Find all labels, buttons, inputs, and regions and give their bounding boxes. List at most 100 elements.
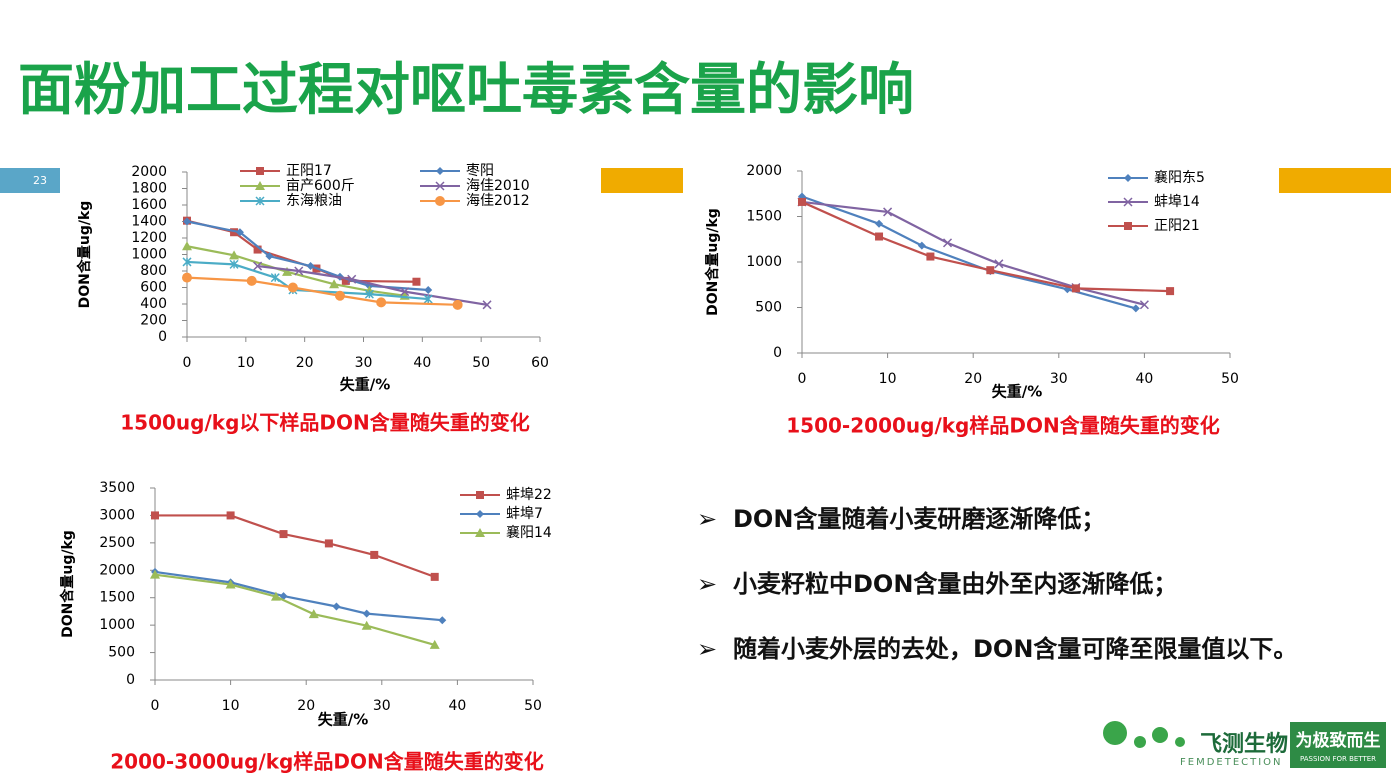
y-axis-label: DON含量ug/kg [76, 201, 93, 309]
data-point [329, 279, 340, 289]
legend-label: 枣阳 [466, 163, 494, 179]
x-tick-label: 50 [1221, 371, 1239, 387]
x-tick-label: 20 [296, 355, 314, 371]
y-tick-label: 1000 [746, 254, 782, 270]
accent-bar [601, 168, 683, 193]
legend-marker [255, 181, 265, 190]
x-tick-label: 30 [1050, 371, 1068, 387]
y-tick-label: 800 [140, 263, 167, 279]
data-point [182, 257, 192, 267]
x-tick-label: 40 [448, 698, 466, 714]
data-point [361, 620, 372, 630]
data-point [183, 217, 191, 226]
slogan-box [1290, 722, 1386, 768]
y-tick-label: 2000 [131, 164, 167, 180]
data-point [452, 299, 463, 310]
data-point [324, 539, 333, 548]
logo-dot [1103, 721, 1127, 745]
data-point [246, 275, 257, 286]
x-tick-label: 50 [472, 355, 490, 371]
data-point [1131, 304, 1140, 313]
data-point [429, 639, 440, 649]
legend-marker [1123, 197, 1133, 207]
legend-marker [475, 528, 485, 537]
y-tick-label: 2500 [99, 535, 135, 551]
logo-brand: FEMDETECTION [1180, 757, 1283, 768]
x-tick-label: 10 [222, 698, 240, 714]
legend-label: 正阳21 [1154, 218, 1200, 234]
legend-label: 蚌埠22 [506, 486, 552, 503]
legend-label: 海佳2012 [466, 193, 530, 209]
bullet: 随着小麦外层的去处，DON含量可降至限量值以下。 [733, 635, 1297, 663]
legend-marker [476, 510, 484, 518]
data-point [230, 228, 239, 237]
data-point [1139, 300, 1149, 310]
data-point [875, 219, 884, 228]
y-tick-label: 2000 [746, 163, 782, 179]
data-point [306, 262, 315, 271]
y-tick-label: 1500 [99, 590, 135, 606]
y-tick-label: 3000 [99, 507, 135, 523]
data-point [482, 300, 492, 310]
y-tick-label: 600 [140, 280, 167, 296]
y-tick-label: 2000 [99, 562, 135, 578]
data-point [926, 252, 935, 261]
x-axis-label: 失重/% [340, 376, 391, 394]
y-tick-label: 0 [158, 329, 167, 345]
slide-title: 面粉加工过程对呕吐毒素含量的影响 [18, 58, 914, 123]
legend-label: 正阳17 [286, 163, 332, 179]
data-point [150, 569, 160, 579]
data-point [226, 511, 235, 520]
data-point [917, 241, 926, 250]
chart-caption: 2000-3000ug/kg样品DON含量随失重的变化 [110, 750, 543, 774]
legend-marker [256, 167, 264, 175]
legend-label: 海佳2010 [466, 178, 530, 194]
y-tick-label: 1000 [131, 247, 167, 263]
data-point [270, 591, 281, 601]
data-point [400, 287, 410, 297]
data-point [347, 274, 357, 284]
y-tick-label: 3500 [99, 480, 135, 496]
legend-label: 亩产600斤 [286, 177, 355, 194]
data-point [364, 289, 374, 299]
legend-label: 东海粮油 [286, 193, 342, 209]
series-line [154, 570, 443, 622]
y-tick-label: 0 [773, 345, 782, 361]
y-tick-label: 1800 [131, 181, 167, 197]
data-point [376, 297, 387, 308]
legend-label: 蚌埠7 [506, 505, 543, 522]
data-point [412, 277, 421, 286]
series-line [186, 245, 405, 297]
data-point [253, 245, 262, 254]
x-tick-label: 0 [798, 371, 807, 387]
data-point [229, 259, 239, 269]
legend-label: 襄阳东5 [1154, 170, 1205, 186]
logo-dot [1134, 736, 1146, 748]
y-tick-label: 1500 [746, 209, 782, 225]
logo-dot [1152, 727, 1168, 743]
x-tick-label: 30 [373, 698, 391, 714]
y-tick-label: 1200 [131, 230, 167, 246]
data-point [182, 272, 192, 283]
x-tick-label: 20 [297, 698, 315, 714]
y-tick-label: 200 [140, 313, 167, 329]
y-axis-label: DON含量ug/kg [704, 208, 721, 316]
y-tick-label: 0 [126, 672, 135, 688]
data-point [235, 228, 244, 237]
legend-marker [435, 196, 445, 206]
y-tick-label: 500 [108, 645, 135, 661]
bullet-arrow: ➢ [697, 570, 717, 598]
data-point [430, 572, 439, 581]
data-point [883, 207, 893, 217]
logo-slogan-en: PASSION FOR BETTER [1300, 755, 1376, 763]
page-number: 23 [33, 174, 47, 187]
y-axis-label: DON含量ug/kg [59, 530, 76, 638]
x-tick-label: 20 [964, 371, 982, 387]
x-axis-label: 失重/% [318, 711, 369, 729]
y-tick-label: 1400 [131, 214, 167, 230]
data-point [438, 616, 447, 625]
data-point [279, 530, 288, 539]
data-point [182, 241, 192, 251]
series-line [154, 573, 436, 646]
